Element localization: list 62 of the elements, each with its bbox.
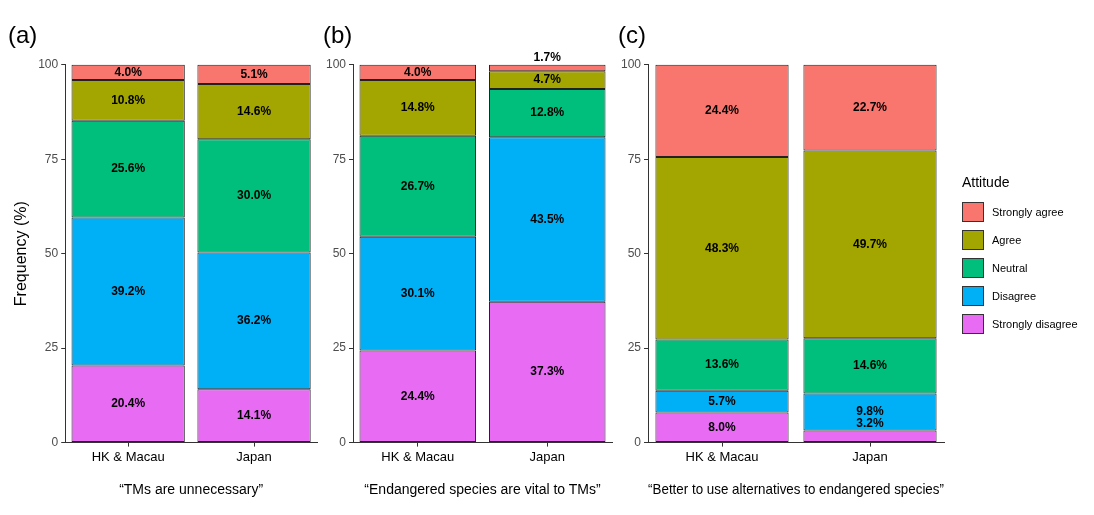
y-tick-label: 75 [44,151,59,166]
data-label: 12.8% [530,105,565,120]
x-tick-label: HK & Macau [685,448,759,464]
legend-label: Neutral [992,261,1028,274]
y-tick-label: 25 [627,340,642,355]
y-tick-label: 100 [38,57,59,72]
data-label: 37.3% [530,364,565,379]
y-tick-label: 50 [627,246,642,261]
y-tick-label: 75 [627,151,642,166]
data-label: 13.6% [705,357,740,372]
y-tick-label: 100 [620,57,642,72]
text: Agree [992,233,1022,246]
y-axis-title: Frequency (%) [12,201,30,307]
y-tick-label: 50 [44,246,59,261]
data-label: 24.4% [705,103,740,118]
data-label: 14.1% [237,408,272,423]
x-axis-title: “Endangered species are vital to TMs” [364,481,601,498]
x-tick-label: HK & Macau [381,448,455,464]
x-axis-title: “Better to use alternatives to endangered species” [648,482,945,498]
data-label: 5.1% [240,66,269,81]
data-label: 14.6% [852,358,888,373]
data-label: 39.2% [111,283,146,298]
data-label: 1.7% [533,50,562,65]
legend-title: Attitude [962,173,1011,190]
data-label: 8.0% [708,419,737,434]
data-label: 14.6% [237,103,272,118]
data-label: 25.6% [111,161,146,176]
data-label: 36.2% [237,313,272,328]
legend-label: Strongly disagree [992,317,1078,330]
x-tick-label: Japan [529,448,565,464]
data-label: 10.8% [111,92,146,107]
y-tick-label: 25 [332,340,347,355]
data-label: 43.5% [530,211,565,226]
data-label: 30.1% [400,285,436,300]
chart-title: (b) [323,21,353,49]
legend-label: Strongly agree [992,205,1064,218]
y-tick-label: 0 [339,434,347,449]
data-label: 48.3% [705,240,740,255]
chart-title: (a) [8,21,38,49]
y-tick-label: 100 [325,57,347,72]
data-label: 4.0% [114,64,143,79]
y-tick-label: 0 [634,434,642,449]
y-tick-label: 25 [44,340,59,355]
data-label: 30.0% [237,188,272,203]
data-label: 4.0% [404,64,432,79]
data-label: 49.7% [852,236,888,251]
x-axis-title: “TMs are unnecessary” [119,481,264,498]
y-tick-label: 0 [51,434,59,449]
y-tick-label: 50 [332,246,347,261]
legend-label: Disagree [992,289,1037,302]
data-label: 22.7% [852,99,888,114]
x-tick-label: Japan [236,448,272,464]
y-tick-label: 75 [332,151,347,166]
data-label: 14.8% [400,100,436,115]
chart-title: (c) [618,21,646,49]
data-label: 26.7% [400,178,436,193]
data-label: 4.7% [533,72,562,87]
x-tick-label: HK & Macau [91,448,165,464]
data-label: 5.7% [708,393,737,408]
data-label: 20.4% [111,396,146,411]
x-tick-label: Japan [852,448,888,464]
data-label: 24.4% [400,388,436,403]
